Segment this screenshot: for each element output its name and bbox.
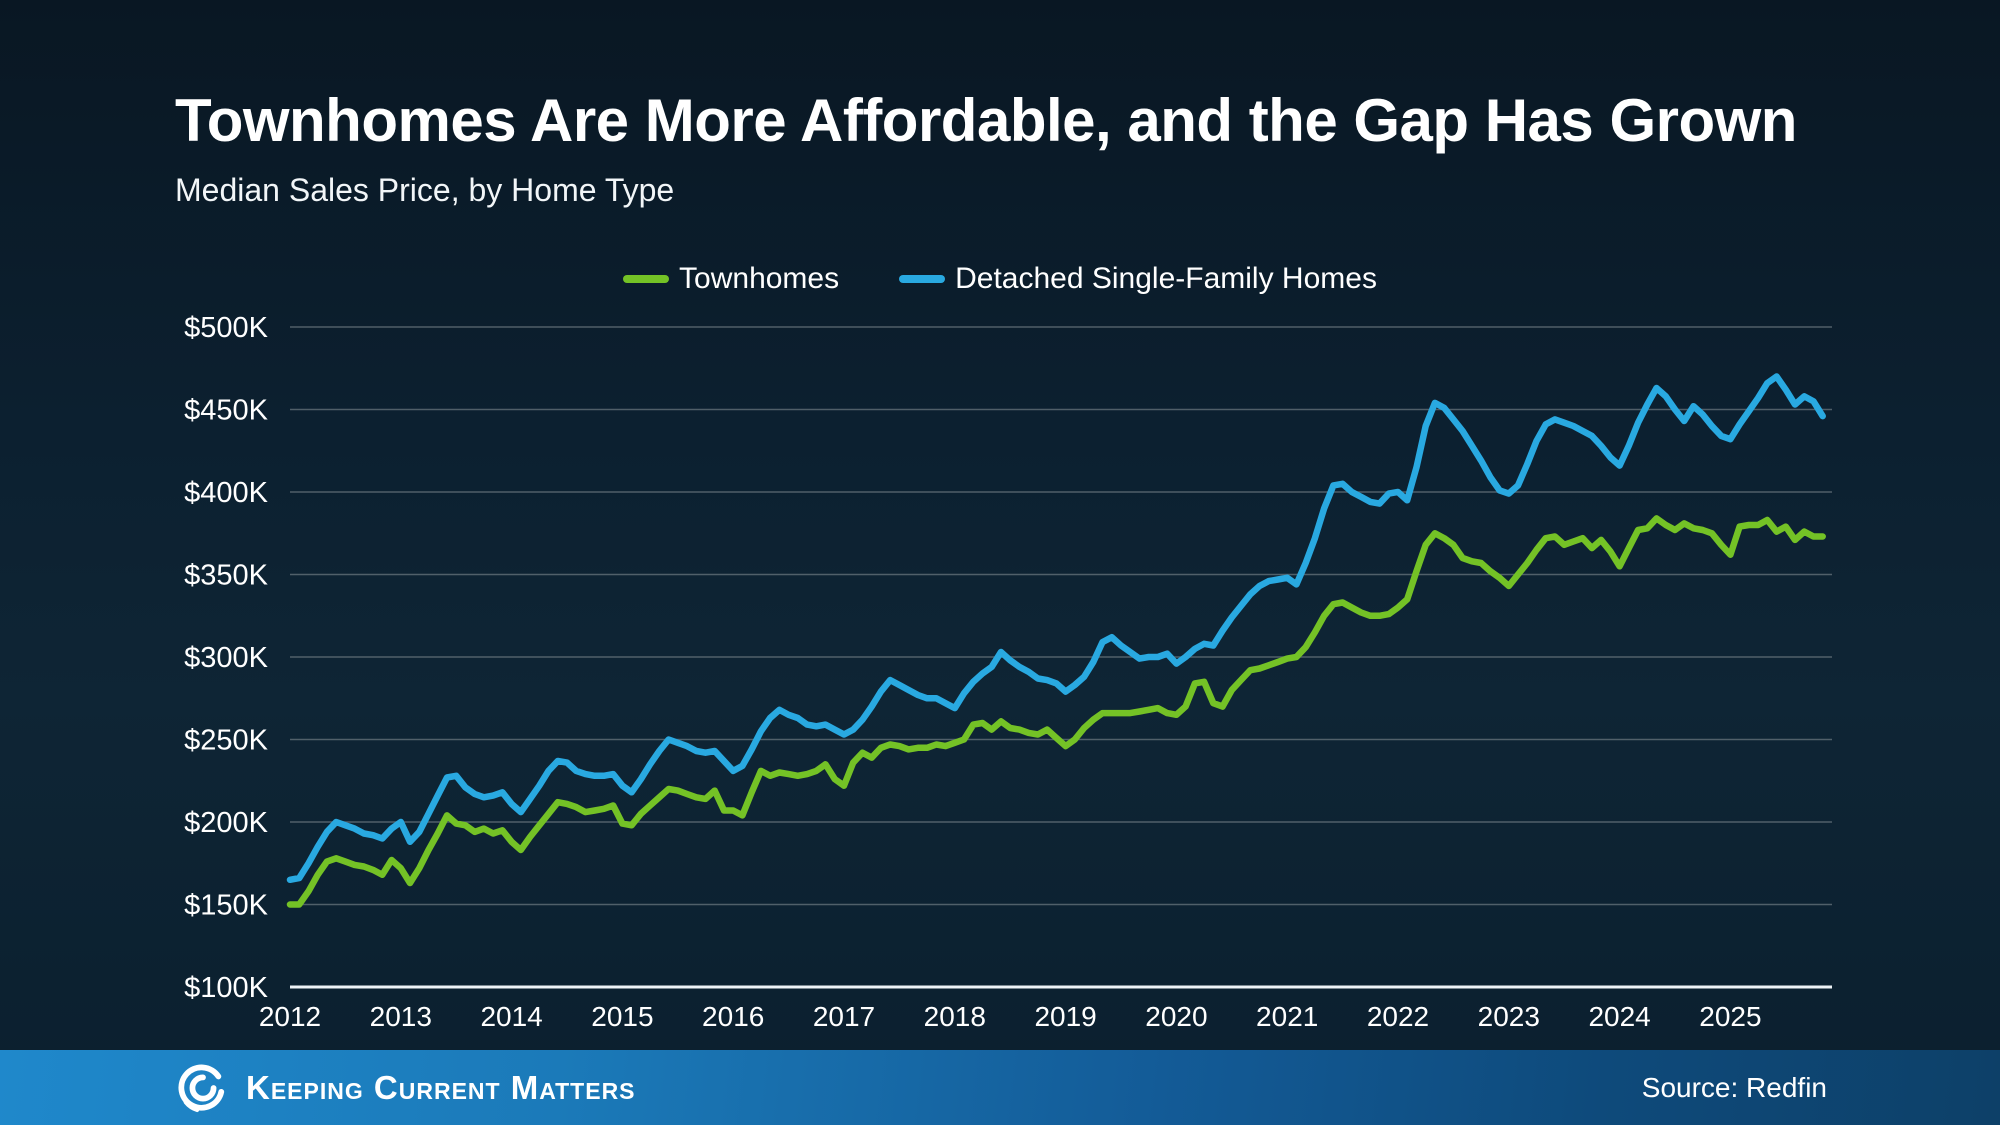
- source-credit: Source: Redfin: [1641, 1071, 1827, 1103]
- footer-bar: Keeping Current Matters Source: Redfin: [0, 1050, 2000, 1125]
- x-axis-label: 2025: [1699, 1001, 1761, 1032]
- x-axis-label: 2017: [813, 1001, 875, 1032]
- y-axis-label: $150K: [184, 890, 269, 922]
- legend-item-detached: Detached Single-Family Homes: [899, 262, 1377, 296]
- y-axis-label: $450K: [184, 395, 269, 427]
- x-axis-label: 2021: [1256, 1001, 1318, 1032]
- x-axis-label: 2015: [591, 1001, 653, 1032]
- page-subtitle: Median Sales Price, by Home Type: [175, 172, 675, 208]
- chart-legend: Townhomes Detached Single-Family Homes: [0, 262, 2000, 296]
- x-axis-label: 2013: [370, 1001, 432, 1032]
- y-axis-label: $400K: [184, 477, 269, 509]
- x-axis-label: 2020: [1145, 1001, 1207, 1032]
- townhomes-line-swatch-icon: [623, 275, 670, 283]
- brand-name: Keeping Current Matters: [246, 1068, 636, 1106]
- x-axis-label: 2016: [702, 1001, 764, 1032]
- page-title: Townhomes Are More Affordable, and the G…: [175, 87, 1797, 154]
- x-axis-label: 2019: [1034, 1001, 1096, 1032]
- x-axis-label: 2018: [924, 1001, 986, 1032]
- y-axis-label: $350K: [184, 560, 269, 592]
- series-line-detached: [286, 373, 1826, 884]
- x-axis-label: 2022: [1367, 1001, 1429, 1032]
- x-axis-label: 2012: [259, 1001, 321, 1032]
- y-axis-label: $300K: [184, 642, 269, 674]
- y-axis-label: $250K: [184, 725, 269, 757]
- legend-label-townhomes: Townhomes: [679, 262, 840, 295]
- x-axis-label: 2023: [1478, 1001, 1540, 1032]
- detached-line-swatch-icon: [899, 275, 946, 283]
- y-axis-label: $500K: [184, 312, 269, 344]
- y-axis-label: $100K: [184, 972, 269, 1004]
- kcm-logo-icon: [178, 1064, 225, 1112]
- y-axis-label: $200K: [184, 807, 269, 839]
- x-axis-label: 2014: [480, 1001, 542, 1032]
- series-line-townhomes: [286, 515, 1826, 908]
- legend-label-detached: Detached Single-Family Homes: [955, 262, 1377, 295]
- x-axis-label: 2024: [1588, 1001, 1650, 1032]
- legend-item-townhomes: Townhomes: [623, 262, 839, 296]
